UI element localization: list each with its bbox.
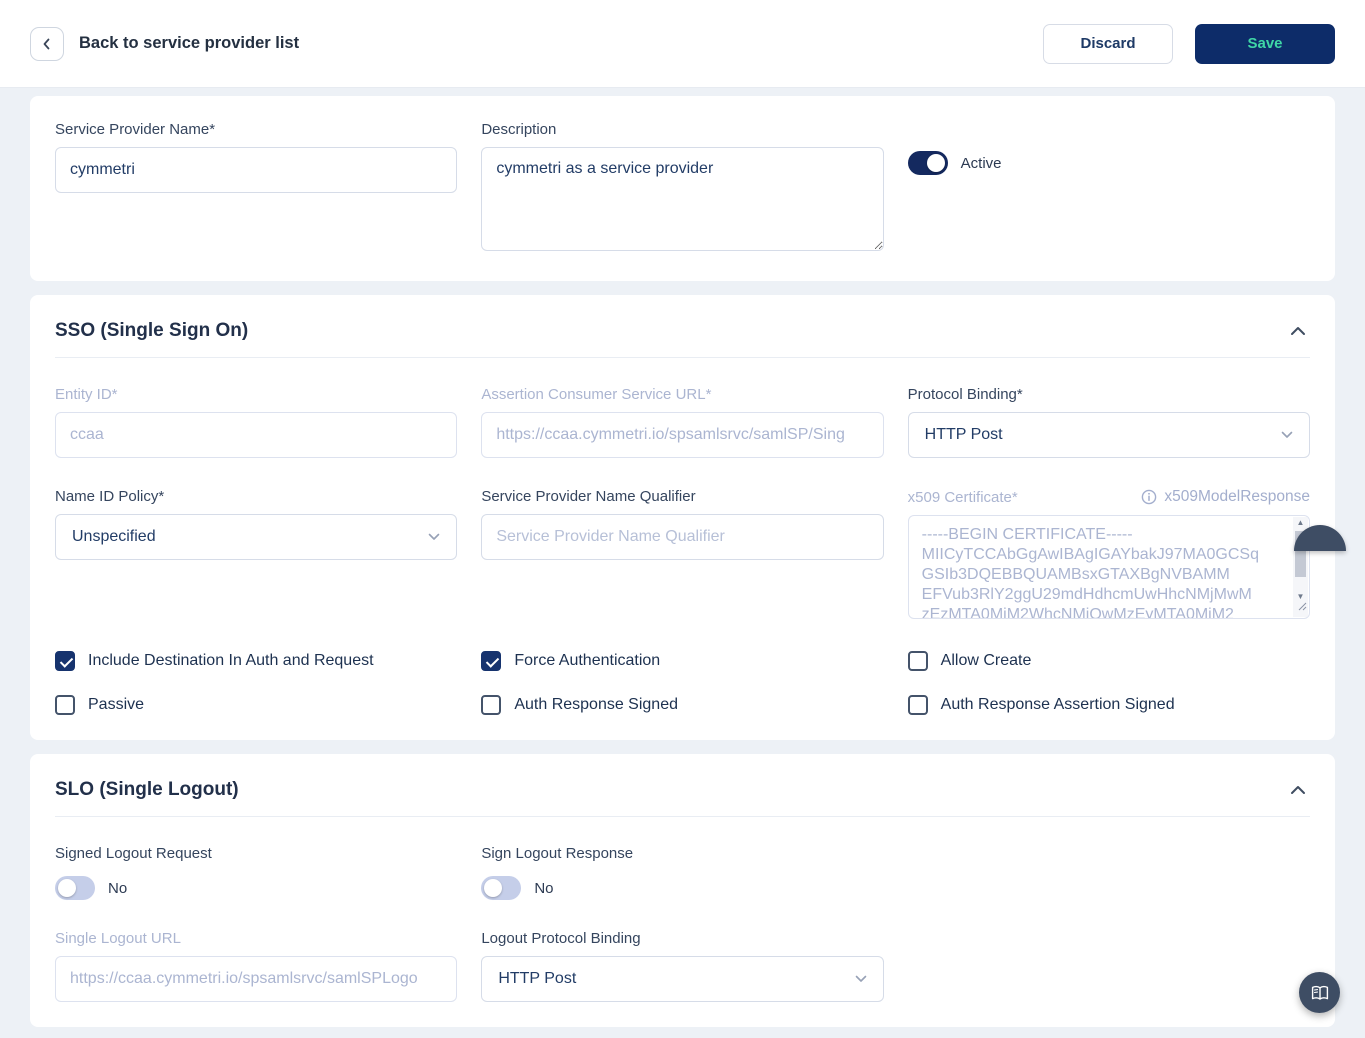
checkbox-auth-response-assertion-signed[interactable]: Auth Response Assertion Signed <box>907 695 1310 715</box>
page-title: Back to service provider list <box>79 34 300 52</box>
save-button[interactable]: Save <box>1195 23 1335 64</box>
sign-logout-response-state: No <box>534 879 554 897</box>
top-bar: Back to service provider list Discard Sa… <box>0 0 1365 88</box>
signed-logout-request-toggle[interactable] <box>55 876 95 900</box>
sso-card: SSO (Single Sign On) Entity ID* Assertio… <box>30 295 1335 740</box>
name-id-policy-label: Name ID Policy* <box>55 488 165 505</box>
chevron-down-icon <box>1281 431 1293 439</box>
acs-url-label: Assertion Consumer Service URL* <box>481 386 712 403</box>
sso-options: Include Destination In Auth and Request … <box>55 651 1310 715</box>
header-actions: Discard Save <box>1043 23 1335 64</box>
slo-section-title: SLO (Single Logout) <box>55 779 239 800</box>
sp-name-qualifier-group: Service Provider Name Qualifier <box>481 488 884 560</box>
sp-name-qualifier-label: Service Provider Name Qualifier <box>481 488 696 505</box>
checkbox-passive[interactable]: Passive <box>55 695 457 715</box>
active-toggle-label: Active <box>960 154 1002 172</box>
logout-protocol-binding-value: HTTP Post <box>498 970 577 987</box>
active-toggle[interactable] <box>907 151 948 175</box>
chevron-up-icon <box>1290 326 1306 336</box>
logout-protocol-binding-label: Logout Protocol Binding <box>481 930 641 947</box>
chevron-left-icon <box>40 37 54 51</box>
service-provider-name-group: Service Provider Name* <box>55 121 458 193</box>
checkbox-allow-create[interactable]: Allow Create <box>907 651 1310 671</box>
toggle-knob <box>58 879 76 897</box>
checkbox-auth-response-signed[interactable]: Auth Response Signed <box>481 695 883 715</box>
entity-id-group: Entity ID* <box>55 386 458 458</box>
checkbox-box[interactable] <box>55 695 75 715</box>
signed-logout-request-state: No <box>108 879 128 897</box>
documentation-fab-button[interactable] <box>1299 972 1340 1013</box>
name-id-policy-select[interactable]: Unspecified <box>55 514 458 560</box>
signed-logout-request-label: Signed Logout Request <box>55 845 212 862</box>
single-logout-url-label: Single Logout URL <box>55 930 181 947</box>
description-label: Description <box>481 121 557 138</box>
name-id-policy-value: Unspecified <box>72 528 156 545</box>
x509-certificate-group: x509 Certificate* x509ModelResponse ----… <box>907 488 1310 619</box>
logout-protocol-binding-group: Logout Protocol Binding HTTP Post <box>481 930 884 1002</box>
protocol-binding-value: HTTP Post <box>924 426 1003 443</box>
section-divider <box>55 816 1310 817</box>
scroll-up-icon[interactable]: ▲ <box>1296 518 1305 527</box>
checkbox-label: Passive <box>88 696 145 713</box>
checkbox-box[interactable] <box>55 651 75 671</box>
slo-collapse-button[interactable] <box>1286 781 1310 799</box>
protocol-binding-label: Protocol Binding* <box>907 386 1023 403</box>
checkbox-label: Allow Create <box>940 652 1032 669</box>
sso-section-title: SSO (Single Sign On) <box>55 320 249 341</box>
sign-logout-response-toggle[interactable] <box>481 876 522 900</box>
slo-card: SLO (Single Logout) Signed Logout Reques… <box>30 754 1335 1027</box>
sso-collapse-button[interactable] <box>1286 322 1310 340</box>
sp-name-qualifier-input[interactable] <box>481 514 884 560</box>
basic-info-card: Service Provider Name* Description cymme… <box>30 96 1335 281</box>
single-logout-url-input[interactable] <box>55 956 458 1002</box>
x509-certificate-textarea[interactable]: -----BEGIN CERTIFICATE----- MIICyTCCAbGg… <box>907 515 1310 619</box>
active-toggle-group: Active <box>907 121 1310 175</box>
sign-logout-response-group: Sign Logout Response No <box>481 845 883 900</box>
protocol-binding-select[interactable]: HTTP Post <box>907 412 1310 458</box>
resize-handle[interactable] <box>1298 598 1307 616</box>
info-icon <box>1141 489 1157 505</box>
x509-model-response-link[interactable]: x509ModelResponse <box>1164 488 1310 505</box>
back-button[interactable] <box>30 26 64 61</box>
acs-url-group: Assertion Consumer Service URL* <box>481 386 884 458</box>
sign-logout-response-label: Sign Logout Response <box>481 845 634 862</box>
service-provider-name-input[interactable] <box>55 147 458 193</box>
scroll-down-icon[interactable]: ▼ <box>1296 592 1305 601</box>
checkbox-label: Include Destination In Auth and Request <box>88 652 374 669</box>
scrollbar-thumb[interactable] <box>1295 531 1306 577</box>
section-divider <box>55 357 1310 358</box>
checkbox-box[interactable] <box>481 695 502 715</box>
logout-protocol-binding-select[interactable]: HTTP Post <box>481 956 884 1002</box>
checkbox-label: Auth Response Assertion Signed <box>940 696 1175 713</box>
name-id-policy-group: Name ID Policy* Unspecified <box>55 488 458 560</box>
signed-logout-request-group: Signed Logout Request No <box>55 845 457 900</box>
service-provider-name-label: Service Provider Name* <box>55 121 216 138</box>
open-book-icon <box>1310 985 1330 1001</box>
entity-id-label: Entity ID* <box>55 386 118 403</box>
checkbox-label: Force Authentication <box>514 652 661 669</box>
checkbox-force-authentication[interactable]: Force Authentication <box>481 651 883 671</box>
description-group: Description cymmetri as a service provid… <box>481 121 884 256</box>
chevron-up-icon <box>1290 785 1306 795</box>
toggle-knob <box>484 879 503 897</box>
single-logout-url-group: Single Logout URL <box>55 930 458 1002</box>
description-textarea[interactable]: cymmetri as a service provider <box>481 147 884 251</box>
protocol-binding-group: Protocol Binding* HTTP Post <box>907 386 1310 458</box>
checkbox-label: Auth Response Signed <box>514 696 678 713</box>
checkbox-box[interactable] <box>907 695 928 715</box>
checkbox-box[interactable] <box>907 651 928 671</box>
discard-button[interactable]: Discard <box>1043 23 1173 64</box>
entity-id-input[interactable] <box>55 412 458 458</box>
chevron-down-icon <box>855 975 867 983</box>
x509-certificate-label: x509 Certificate* <box>907 488 1018 506</box>
x509-certificate-value: -----BEGIN CERTIFICATE----- MIICyTCCAbGg… <box>921 526 1259 619</box>
checkbox-include-destination[interactable]: Include Destination In Auth and Request <box>55 651 457 671</box>
acs-url-input[interactable] <box>481 412 884 458</box>
chevron-down-icon <box>428 533 440 541</box>
checkbox-box[interactable] <box>481 651 502 671</box>
toggle-knob <box>926 154 945 172</box>
